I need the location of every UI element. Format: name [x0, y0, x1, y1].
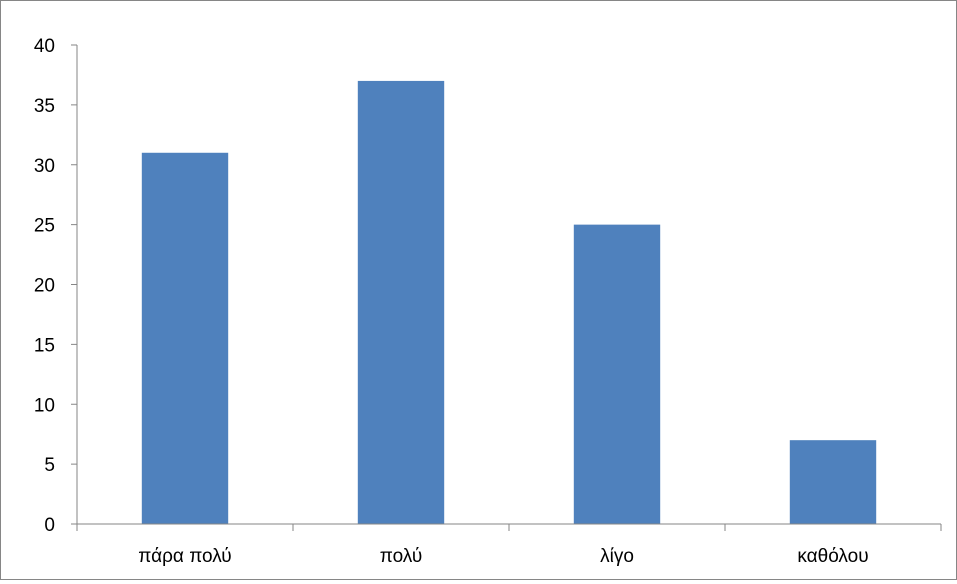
x-category-label: καθόλου — [797, 546, 868, 567]
bar-3 — [574, 225, 660, 524]
y-tick-label: 40 — [34, 36, 55, 57]
x-category-label: πάρα πολύ — [138, 546, 231, 567]
y-tick-label: 0 — [44, 515, 55, 536]
y-tick-label: 10 — [34, 395, 55, 416]
x-category-label: λίγο — [600, 546, 634, 567]
y-tick-label: 15 — [34, 335, 55, 356]
bar-2 — [358, 81, 444, 524]
y-tick-label: 25 — [34, 216, 55, 237]
bar-1 — [142, 153, 228, 524]
x-category-label: πολύ — [380, 546, 422, 567]
y-tick-label: 5 — [44, 455, 55, 476]
y-tick-label: 35 — [34, 96, 55, 117]
y-tick-label: 30 — [34, 156, 55, 177]
bars-layer — [142, 81, 876, 524]
bar-4 — [790, 440, 876, 524]
y-tick-label: 20 — [34, 276, 55, 297]
